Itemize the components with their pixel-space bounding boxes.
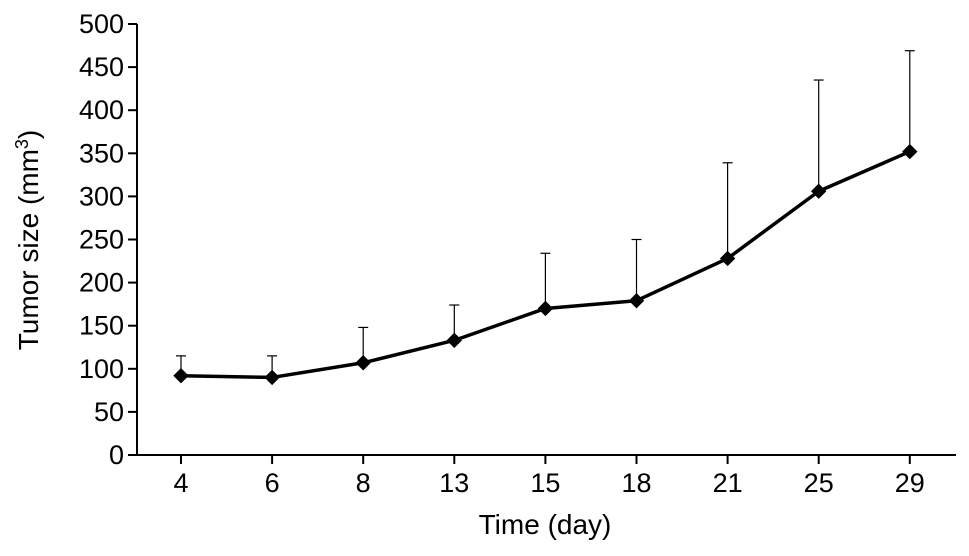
x-axis-title: Time (day) xyxy=(479,509,612,540)
x-axis: 4 6 8 13 15 18 21 25 29 xyxy=(137,454,956,498)
y-tick-label: 350 xyxy=(79,138,124,168)
y-tick-label: 150 xyxy=(79,311,124,341)
x-tick-label: 15 xyxy=(530,468,560,498)
y-axis-title-main: Tumor size (mm xyxy=(13,149,44,350)
x-tick-label: 6 xyxy=(265,468,280,498)
x-ticks: 4 6 8 13 15 18 21 25 29 xyxy=(173,455,925,498)
y-tick-label: 300 xyxy=(79,181,124,211)
data-point xyxy=(810,183,827,199)
y-axis-title: Tumor size (mm3) xyxy=(12,130,44,351)
data-markers xyxy=(173,143,918,386)
x-tick-label: 21 xyxy=(713,468,743,498)
data-point xyxy=(902,143,918,160)
data-point xyxy=(173,367,189,384)
y-tick-label: 400 xyxy=(79,95,124,125)
data-point xyxy=(537,300,554,317)
y-tick-label: 0 xyxy=(109,440,124,470)
error-bars xyxy=(176,50,915,378)
x-tick-label: 13 xyxy=(439,468,469,498)
y-ticks: 0 50 100 150 200 250 300 350 400 450 500 xyxy=(79,9,137,470)
y-tick-label: 200 xyxy=(79,268,124,298)
y-tick-label: 50 xyxy=(94,397,124,427)
x-tick-label: 4 xyxy=(173,468,188,498)
y-tick-label: 250 xyxy=(79,225,124,255)
data-point xyxy=(446,332,463,349)
data-point xyxy=(355,355,371,371)
y-axis: 0 50 100 150 200 250 300 350 400 450 500 xyxy=(79,9,138,470)
data-point xyxy=(264,369,280,386)
data-point xyxy=(719,250,736,267)
y-axis-title-superscript: 3 xyxy=(12,139,32,149)
x-tick-label: 29 xyxy=(895,468,925,498)
y-axis-title-suffix: ) xyxy=(13,130,44,139)
data-point xyxy=(628,292,645,309)
x-tick-label: 8 xyxy=(356,468,371,498)
x-tick-label: 25 xyxy=(804,468,834,498)
y-tick-label: 100 xyxy=(79,354,124,384)
y-tick-label: 500 xyxy=(79,9,124,39)
x-tick-label: 18 xyxy=(621,468,651,498)
y-tick-label: 450 xyxy=(79,52,124,82)
